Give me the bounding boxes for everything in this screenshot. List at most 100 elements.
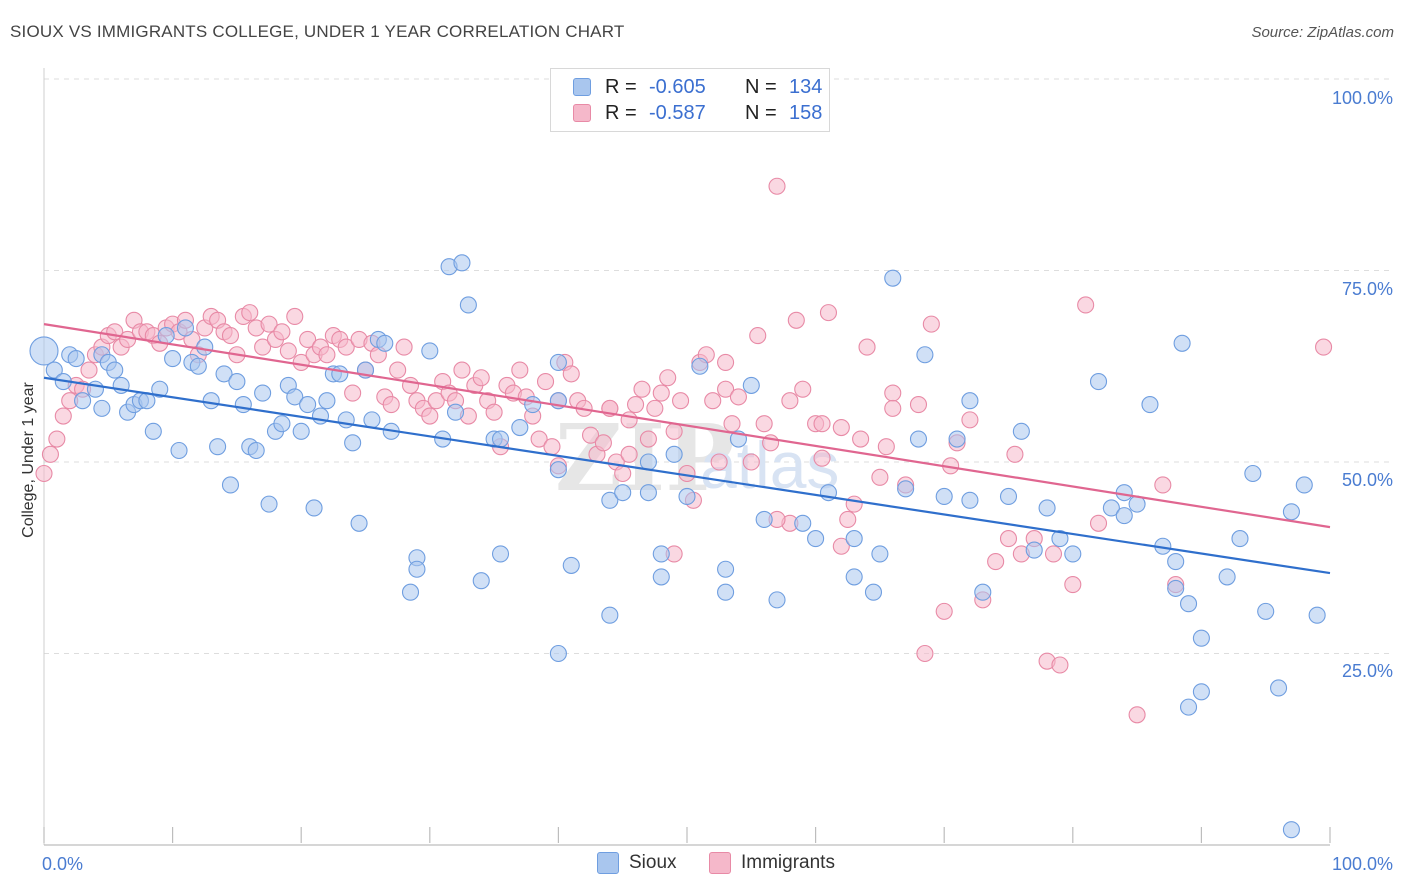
sioux-point (1012, 422, 1030, 440)
immigrants-point (781, 392, 799, 410)
stats-row-immigrants: R = -0.587 N = 158 (573, 101, 822, 125)
y-axis-label: College, Under 1 year (20, 382, 37, 538)
immigrants-point (845, 495, 863, 513)
immigrants-point (839, 510, 857, 529)
n-label: N = (745, 75, 777, 98)
sioux-point (376, 334, 394, 352)
immigrants-point (511, 361, 529, 379)
immigrants-point (813, 415, 831, 433)
sioux-point (549, 461, 567, 479)
sioux-point (421, 342, 439, 360)
immigrants-point (935, 602, 953, 620)
r-value: -0.587 (649, 101, 706, 124)
immigrants-point (999, 530, 1018, 548)
immigrants-point (987, 553, 1005, 571)
stats-box: R = -0.605 N = 134 R = -0.587 N = 158 (550, 68, 830, 132)
immigrants-point (717, 380, 735, 398)
sioux-point (768, 591, 786, 609)
immigrants-point (1051, 656, 1069, 674)
sioux-point (1244, 464, 1262, 483)
immigrants-point (729, 388, 747, 406)
sioux-point (453, 254, 471, 272)
sioux-point (549, 353, 567, 371)
immigrants-point (884, 399, 902, 417)
legend-item-sioux[interactable]: Sioux (597, 852, 677, 874)
sioux-point (1102, 499, 1120, 517)
immigrants-point (389, 361, 407, 379)
immigrants-point (884, 384, 902, 402)
sioux-point (292, 422, 310, 440)
sioux-point (491, 430, 510, 448)
sioux-point (652, 545, 670, 563)
sioux-point (176, 319, 195, 337)
sioux-point (999, 487, 1018, 506)
sioux-point (1089, 373, 1108, 391)
sioux-point (318, 392, 336, 410)
sioux-point (144, 422, 162, 440)
sioux-point (1173, 334, 1191, 352)
immigrants-point (916, 644, 934, 663)
sioux-point (549, 644, 567, 663)
sioux-point (794, 514, 812, 532)
tick-labels: 100.0% 75.0% 50.0% 25.0% 0.0% 100.0% Col… (20, 88, 1393, 874)
sioux-point (260, 495, 278, 513)
immigrants-point (922, 315, 940, 333)
sioux-point (524, 395, 542, 414)
sioux-trend-line (43, 376, 1331, 575)
r-label: R = (605, 101, 637, 124)
sioux-point (170, 441, 188, 460)
immigrants-point (852, 430, 870, 448)
trend-lines (43, 323, 1331, 575)
sioux-point (845, 530, 863, 548)
sioux-point (717, 560, 735, 578)
immigrants-point (768, 177, 786, 195)
y-tick-label: 100.0% (1332, 88, 1393, 108)
sioux-point (164, 350, 182, 368)
sioux-point (755, 510, 773, 529)
immigrants-point (665, 422, 683, 440)
sioux-point (363, 411, 381, 429)
chart-source: Source: ZipAtlas.com (1251, 24, 1394, 41)
sioux-point (408, 560, 426, 578)
legend-label-immigrants: Immigrants (741, 852, 835, 873)
immigrants-point (421, 407, 439, 425)
sioux-legend-swatch (597, 852, 619, 874)
x-tick-label: 100.0% (1332, 854, 1393, 874)
sioux-point (221, 476, 240, 494)
sioux-point (189, 357, 207, 375)
sioux-point (1218, 568, 1236, 586)
sioux-point (845, 568, 863, 586)
sioux-point (350, 514, 368, 532)
y-tick-label: 25.0% (1342, 661, 1393, 681)
sioux-point (678, 487, 696, 506)
sioux-point (491, 545, 510, 563)
sioux-point (691, 357, 709, 375)
sioux-point (1257, 602, 1275, 620)
n-value: 158 (789, 101, 823, 124)
immigrants-point (871, 468, 889, 486)
immigrants-point (1064, 576, 1082, 594)
immigrants-point (286, 307, 304, 326)
immigrants-point (1077, 296, 1095, 314)
chart-title: SIOUX VS IMMIGRANTS COLLEGE, UNDER 1 YEA… (10, 22, 625, 41)
immigrants-point (723, 415, 741, 433)
n-value: 134 (789, 75, 823, 98)
legend-item-immigrants[interactable]: Immigrants (709, 852, 835, 874)
stats-row-sioux: R = -0.605 N = 134 (573, 75, 822, 99)
immigrants-point (710, 453, 728, 471)
sioux-point (935, 487, 953, 506)
immigrants-point (453, 361, 471, 379)
sioux-swatch (573, 78, 591, 96)
sioux-point (601, 491, 619, 509)
immigrants-point (717, 353, 735, 371)
sioux-point (1051, 530, 1069, 548)
immigrants-point (742, 453, 760, 471)
x-tick-label: 0.0% (42, 854, 83, 874)
immigrants-point (794, 380, 812, 398)
immigrants-point (639, 430, 657, 448)
sioux-point (871, 545, 889, 563)
sioux-point (916, 346, 934, 364)
immigrants-point (646, 399, 664, 417)
sioux-point (1025, 541, 1043, 559)
sioux-point (344, 434, 362, 452)
